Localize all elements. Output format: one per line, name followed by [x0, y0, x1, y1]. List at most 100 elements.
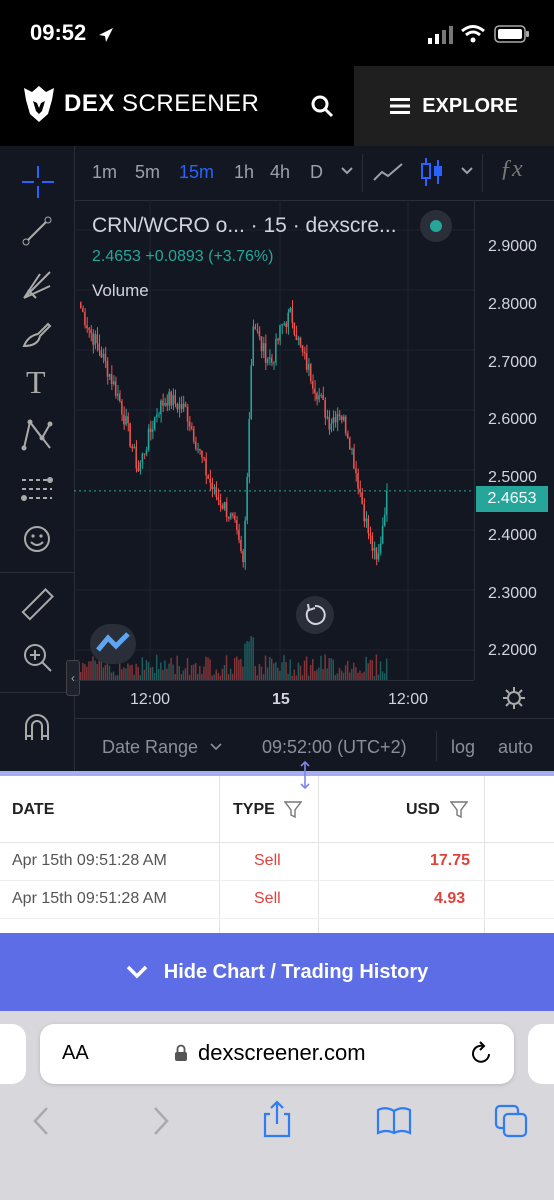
- volume-bar: [194, 663, 197, 680]
- candle: [186, 406, 189, 422]
- timeframe-5m[interactable]: 5m: [135, 162, 161, 182]
- timeframe-15m[interactable]: 15m: [179, 162, 215, 182]
- back-icon[interactable]: [32, 1106, 50, 1136]
- trade-type: Sell: [254, 890, 281, 907]
- volume-bar: [326, 668, 328, 680]
- volume-bar: [277, 667, 279, 680]
- explore-label: EXPLORE: [422, 94, 518, 117]
- search-icon[interactable]: [310, 94, 334, 118]
- volume-bar: [219, 675, 222, 680]
- date-range-button[interactable]: Date Range: [102, 737, 199, 757]
- fib-tool-icon[interactable]: [20, 268, 54, 302]
- bottom-divider: [436, 731, 437, 761]
- share-icon[interactable]: [262, 1100, 292, 1138]
- line-chart-icon[interactable]: [372, 160, 404, 184]
- pattern-icon[interactable]: [20, 418, 54, 452]
- brand-logo[interactable]: DEX SCREENER: [22, 84, 259, 124]
- text-tool-icon[interactable]: T: [26, 364, 46, 400]
- volume-bar: [215, 669, 217, 680]
- candle: [285, 323, 287, 328]
- candle: [119, 393, 121, 402]
- timeframe-1h[interactable]: 1h: [234, 162, 255, 182]
- candles-icon[interactable]: [420, 156, 444, 188]
- crosshair-icon[interactable]: [22, 166, 54, 198]
- emoji-icon[interactable]: [22, 524, 52, 554]
- table-header-row: [0, 776, 554, 843]
- candle: [223, 502, 226, 509]
- location-arrow-icon: [99, 28, 113, 42]
- settings-gear-icon[interactable]: [502, 686, 526, 710]
- candle: [330, 423, 332, 430]
- candle: [192, 428, 195, 442]
- next-tab-address[interactable]: [528, 1024, 554, 1084]
- previous-tab-address[interactable]: [0, 1024, 26, 1084]
- indicators-icon[interactable]: ƒx: [500, 156, 523, 182]
- timeframe-4h[interactable]: 4h: [270, 162, 291, 182]
- candle: [318, 395, 320, 400]
- table-row[interactable]: [0, 880, 554, 919]
- column-header-type[interactable]: TYPE: [233, 801, 275, 818]
- log-toggle[interactable]: log: [451, 737, 476, 757]
- candle: [182, 403, 185, 409]
- volume-bar: [240, 658, 242, 680]
- table-row[interactable]: [0, 842, 554, 881]
- volume-bar: [244, 643, 246, 680]
- candle: [188, 421, 191, 427]
- reset-chart-button[interactable]: [296, 596, 334, 634]
- resize-arrows-icon[interactable]: [298, 760, 312, 790]
- chevron-down-icon[interactable]: [340, 166, 354, 176]
- price-chart[interactable]: [74, 200, 474, 680]
- volume-bar: [309, 664, 312, 680]
- candle: [135, 446, 137, 469]
- candle: [137, 468, 139, 472]
- prediction-icon[interactable]: [20, 474, 54, 504]
- brush-icon[interactable]: [20, 318, 54, 352]
- hide-chart-button[interactable]: Hide Chart / Trading History: [0, 933, 554, 1011]
- candle: [86, 325, 88, 329]
- chevron-down-icon[interactable]: [460, 166, 474, 176]
- tabs-icon[interactable]: [494, 1104, 528, 1138]
- filter-icon[interactable]: [284, 801, 302, 819]
- auto-toggle[interactable]: auto: [498, 737, 534, 757]
- collapse-toolbar-button[interactable]: ‹: [66, 660, 80, 696]
- candle: [357, 473, 359, 489]
- url-text: dexscreener.com: [198, 1040, 366, 1065]
- volume-bar: [338, 667, 341, 680]
- column-header-usd[interactable]: USD: [406, 801, 440, 818]
- volume-bar: [160, 662, 162, 680]
- tradingview-logo[interactable]: [90, 624, 136, 664]
- candle: [324, 400, 326, 418]
- forward-icon[interactable]: [152, 1106, 170, 1136]
- volume-bar: [137, 667, 139, 680]
- zoom-in-icon[interactable]: [22, 642, 54, 674]
- candle: [108, 374, 111, 377]
- magnet-icon[interactable]: [22, 712, 52, 744]
- trendline-icon[interactable]: [22, 216, 52, 246]
- resize-handle[interactable]: [0, 771, 554, 776]
- reload-icon[interactable]: [470, 1041, 494, 1067]
- timeframe-1m[interactable]: 1m: [92, 162, 118, 182]
- address-bar[interactable]: AA dexscreener.com: [40, 1024, 514, 1084]
- candle: [293, 322, 295, 335]
- candle: [114, 381, 117, 396]
- bookmarks-icon[interactable]: [376, 1106, 412, 1136]
- candle: [242, 551, 244, 563]
- explore-button[interactable]: EXPLORE: [354, 66, 554, 146]
- volume-bar: [295, 675, 298, 680]
- timeframe-d[interactable]: D: [310, 162, 323, 182]
- time-axis: 12:00 15 12:00: [74, 680, 474, 719]
- reader-aa-button[interactable]: AA: [62, 1042, 89, 1064]
- volume-bar: [158, 668, 160, 680]
- candle: [229, 513, 232, 519]
- volume-bar: [147, 662, 150, 680]
- candle: [248, 418, 250, 478]
- volume-bar: [375, 654, 378, 680]
- candle: [385, 490, 388, 515]
- filter-icon[interactable]: [450, 801, 468, 819]
- volume-bar: [373, 675, 376, 680]
- candle: [383, 514, 386, 526]
- volume-bar: [172, 664, 174, 680]
- price-tick: 2.2000: [488, 642, 537, 659]
- ruler-icon[interactable]: [20, 588, 54, 622]
- column-header-date[interactable]: DATE: [12, 801, 55, 818]
